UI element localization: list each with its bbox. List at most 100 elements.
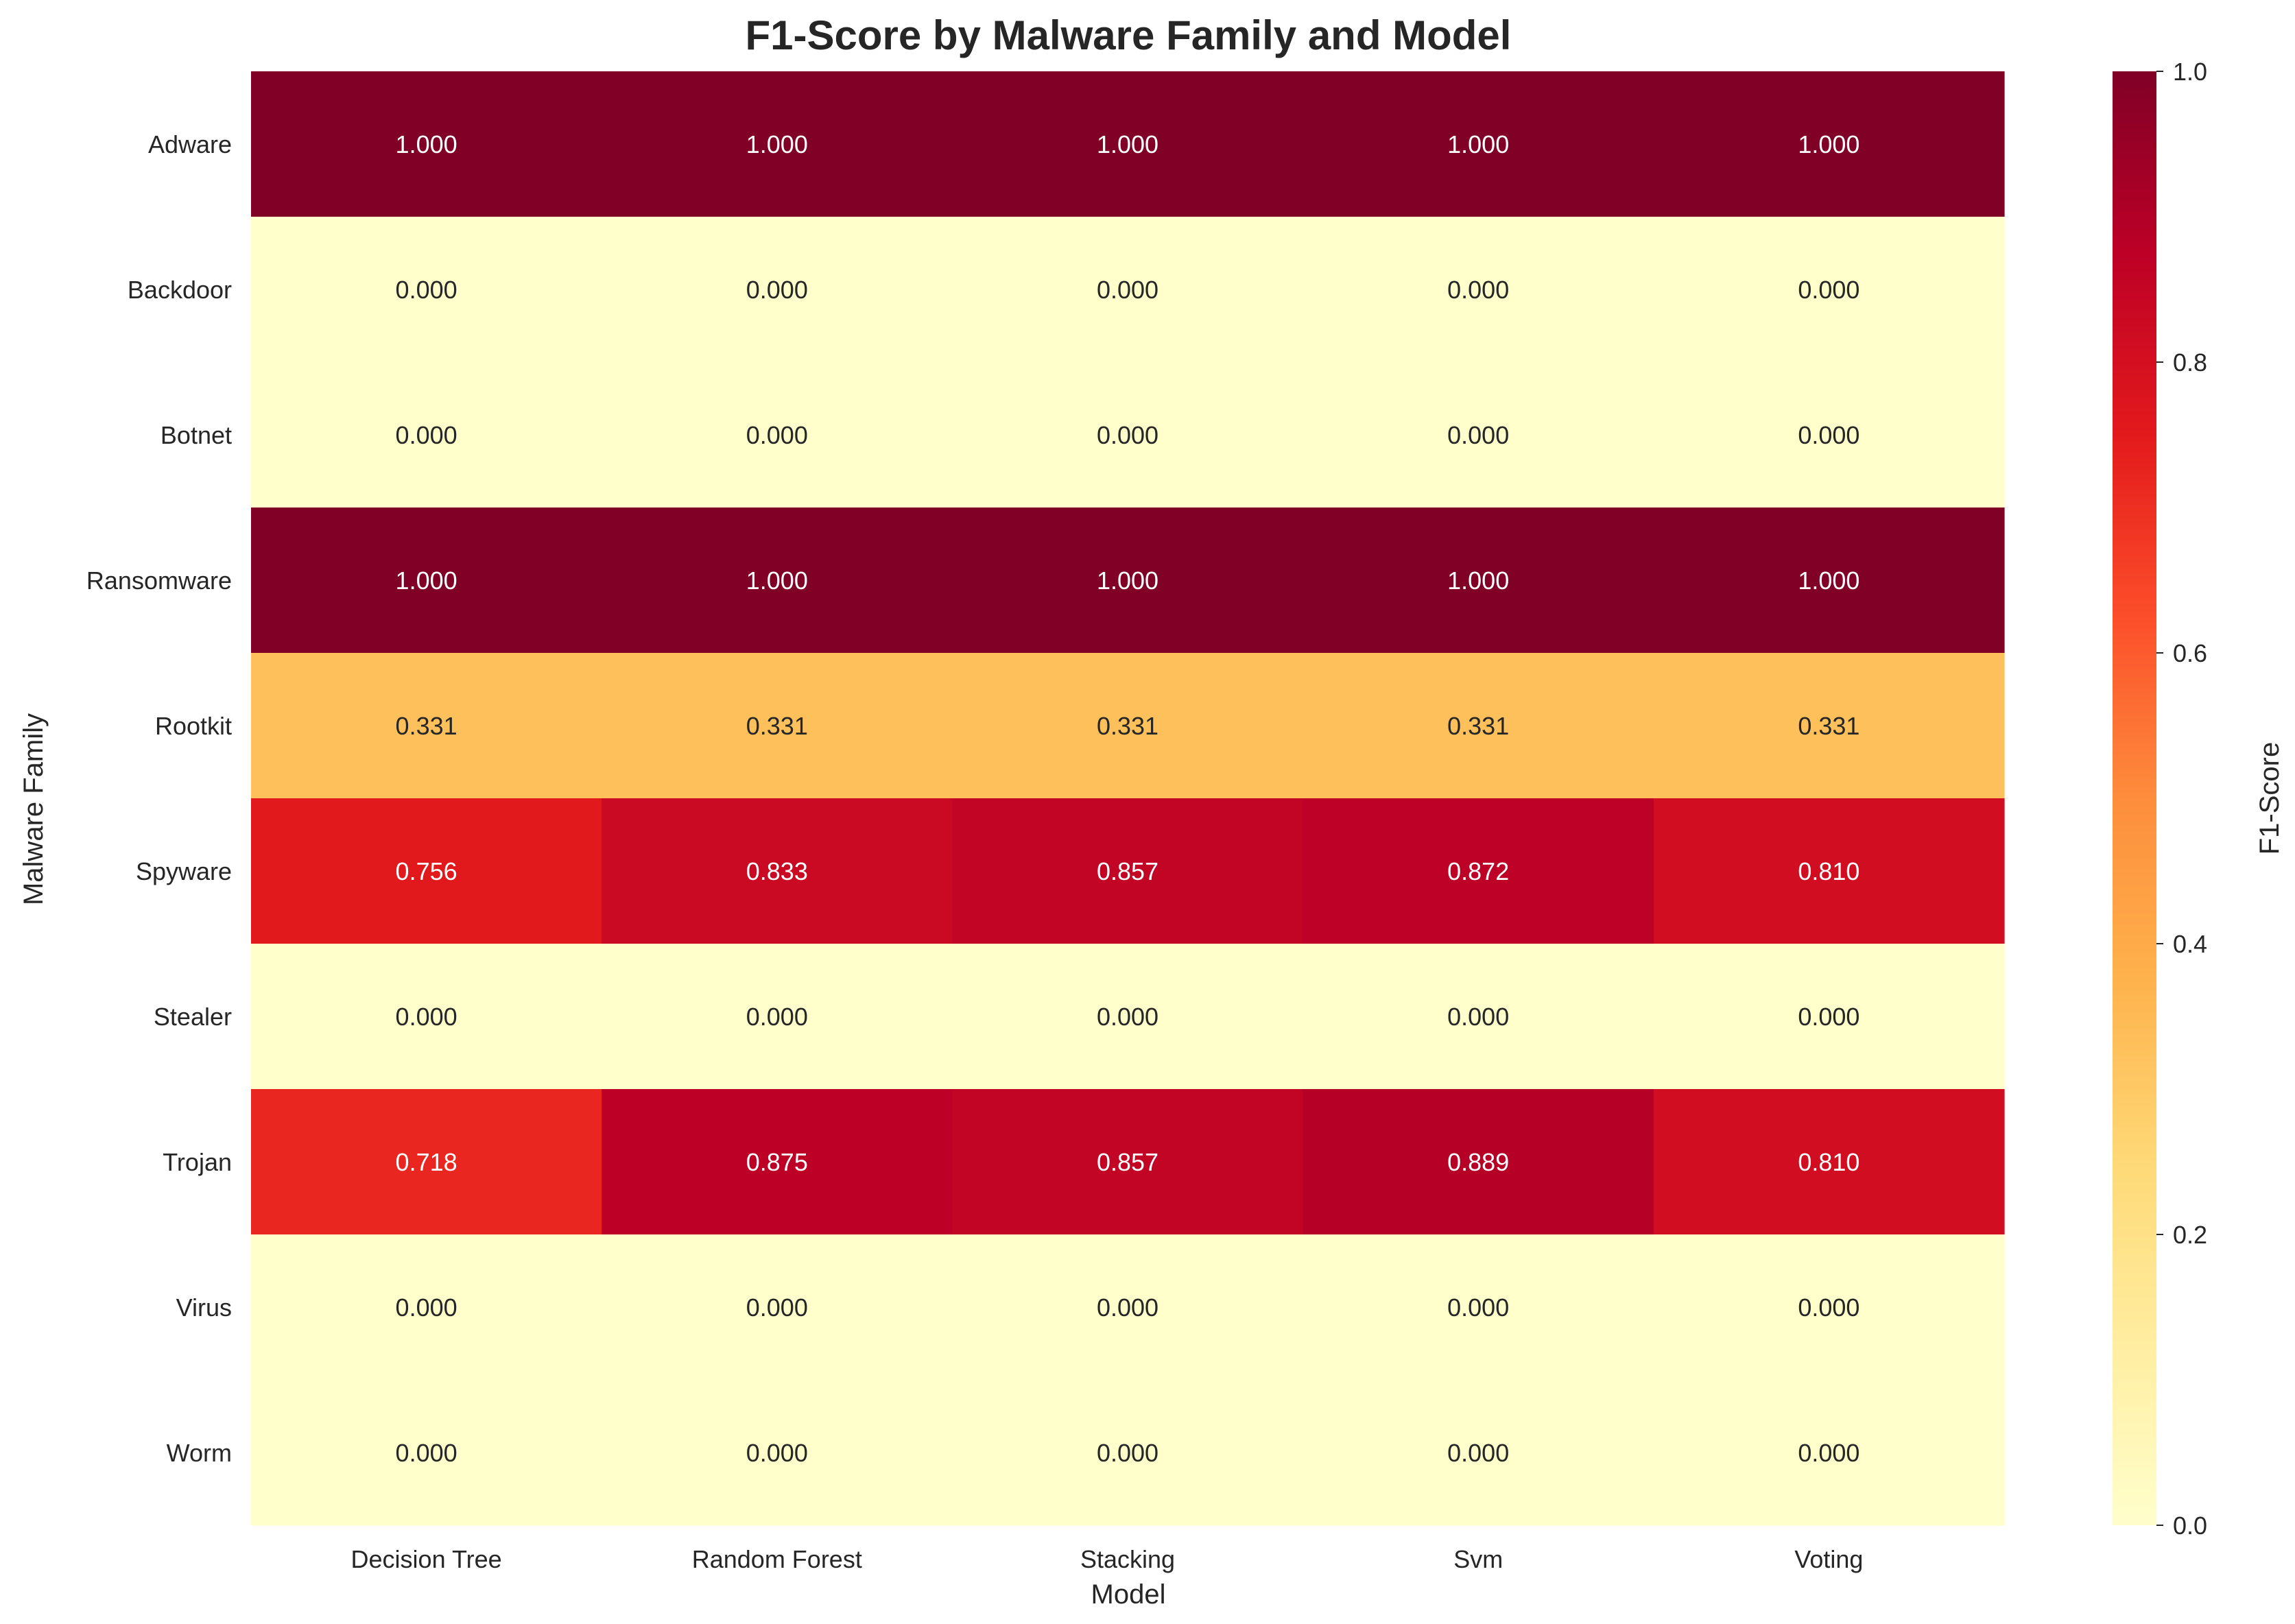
heatmap-cells — [251, 71, 2005, 1526]
heatmap-cell-value: 0.000 — [746, 1439, 808, 1467]
colorbar-tick-label: 0.2 — [2173, 1221, 2207, 1249]
heatmap-cell-value: 0.000 — [1097, 421, 1158, 449]
heatmap-cell — [952, 944, 1304, 1090]
heatmap-cell-value: 0.000 — [396, 1293, 457, 1322]
heatmap-cell — [1303, 653, 1654, 799]
heatmap-cell-value: 0.000 — [746, 421, 808, 449]
heatmap-cell-value: 0.000 — [1447, 421, 1509, 449]
heatmap-cell-value: 0.331 — [746, 712, 808, 740]
heatmap-cell — [251, 1234, 602, 1381]
colorbar-tick-label: 0.4 — [2173, 930, 2207, 958]
heatmap-cell — [1303, 1380, 1654, 1526]
y-tick-label: Ransomware — [86, 566, 232, 595]
heatmap-cell-value: 0.000 — [396, 1003, 457, 1031]
heatmap-cell — [602, 1380, 953, 1526]
heatmap-cell — [251, 798, 602, 944]
heatmap-cell — [1653, 798, 2005, 944]
colorbar-label: F1-Score — [2255, 742, 2285, 855]
colorbar-tick-label: 0.6 — [2173, 639, 2207, 667]
heatmap-cell-value: 0.000 — [396, 276, 457, 304]
heatmap-cell — [1653, 653, 2005, 799]
heatmap-cell-value: 0.857 — [1097, 1148, 1158, 1176]
heatmap-cell — [602, 944, 953, 1090]
heatmap-cell-value: 0.331 — [1798, 712, 1859, 740]
heatmap-cell — [952, 1380, 1304, 1526]
heatmap-cell-value: 1.000 — [1447, 130, 1509, 158]
x-tick-label: Decision Tree — [351, 1545, 502, 1573]
heatmap-cell — [1653, 1089, 2005, 1235]
heatmap-cell — [251, 1380, 602, 1526]
heatmap-cell-value: 0.872 — [1447, 857, 1509, 885]
x-axis-tick-labels: Decision Tree Random Forest Stacking Svm Vot… — [351, 1545, 1864, 1573]
heatmap-cell — [251, 1089, 602, 1235]
heatmap-cell — [1303, 71, 1654, 217]
heatmap-cell-value: 0.756 — [396, 857, 457, 885]
heatmap-cell-labels: 1.000 1.000 1.000 1.000 1.000 0.000 0.000 0.000… — [396, 130, 1860, 1467]
heatmap-cell-value: 0.000 — [1798, 276, 1859, 304]
heatmap-cell — [251, 71, 602, 217]
heatmap-cell — [952, 362, 1304, 508]
heatmap-cell-value: 0.857 — [1097, 857, 1158, 885]
y-tick-label: Trojan — [163, 1148, 232, 1176]
heatmap-cell-value: 0.000 — [746, 276, 808, 304]
heatmap-cell-value: 1.000 — [1447, 566, 1509, 595]
heatmap-cell — [1303, 217, 1654, 363]
heatmap-cell — [1303, 508, 1654, 654]
heatmap-cell-value: 1.000 — [1097, 130, 1158, 158]
heatmap-cell — [602, 653, 953, 799]
x-tick-label: Voting — [1794, 1545, 1863, 1573]
heatmap-cell-value: 0.000 — [396, 1439, 457, 1467]
colorbar-tick-label: 0.8 — [2173, 348, 2207, 377]
heatmap-cell-value: 0.000 — [1097, 276, 1158, 304]
y-axis-label: Malware Family — [19, 713, 49, 905]
y-tick-label: Worm — [167, 1439, 232, 1467]
colorbar-tick-labels: 0.0 0.2 0.4 0.6 0.8 1.0 — [2156, 58, 2207, 1540]
heatmap-cell-value: 1.000 — [1798, 566, 1859, 595]
y-tick-label: Botnet — [160, 421, 232, 449]
heatmap-cell-value: 0.875 — [746, 1148, 808, 1176]
y-axis-tick-labels: Adware Backdoor Botnet Ransomware Rootkit Spy… — [86, 130, 232, 1467]
heatmap-cell — [952, 798, 1304, 944]
heatmap-cell-value: 0.000 — [1097, 1003, 1158, 1031]
heatmap-cell — [251, 653, 602, 799]
heatmap-cell-value: 0.833 — [746, 857, 808, 885]
heatmap-cell — [1303, 1234, 1654, 1381]
heatmap-cell — [1653, 362, 2005, 508]
heatmap-cell-value: 0.000 — [1798, 1003, 1859, 1031]
heatmap-cell — [251, 362, 602, 508]
heatmap-cell-value: 0.331 — [396, 712, 457, 740]
colorbar-tick-label: 0.0 — [2173, 1512, 2207, 1540]
heatmap-cell-value: 0.331 — [1097, 712, 1158, 740]
heatmap-cell-value: 0.889 — [1447, 1148, 1509, 1176]
heatmap-cell-value: 0.718 — [396, 1148, 457, 1176]
y-tick-label: Backdoor — [128, 276, 232, 304]
x-tick-label: Random Forest — [692, 1545, 862, 1573]
heatmap-cell — [602, 798, 953, 944]
chart-title: F1-Score by Malware Family and Model — [746, 12, 1512, 58]
heatmap-cell — [1653, 1380, 2005, 1526]
heatmap-cell-value: 0.000 — [1447, 1003, 1509, 1031]
y-tick-label: Stealer — [154, 1003, 232, 1031]
y-tick-label: Spyware — [136, 857, 232, 885]
heatmap-cell — [251, 217, 602, 363]
heatmap-cell — [602, 71, 953, 217]
heatmap-cell-value: 0.000 — [1097, 1439, 1158, 1467]
heatmap-cell-value: 0.000 — [1798, 1293, 1859, 1322]
heatmap-cell — [251, 944, 602, 1090]
heatmap-cell — [952, 653, 1304, 799]
heatmap-cell-value: 1.000 — [746, 130, 808, 158]
heatmap-cell-value: 0.000 — [1447, 276, 1509, 304]
heatmap-cell — [1303, 362, 1654, 508]
heatmap-cell — [1653, 217, 2005, 363]
x-axis-label: Model — [1091, 1579, 1166, 1610]
heatmap-cell-value: 0.810 — [1798, 1148, 1859, 1176]
colorbar-tick-label: 1.0 — [2173, 58, 2207, 86]
heatmap-cell — [952, 1234, 1304, 1381]
heatmap-cell — [952, 508, 1304, 654]
heatmap-cell-value: 1.000 — [1097, 566, 1158, 595]
heatmap-cell — [602, 362, 953, 508]
colorbar — [2113, 71, 2156, 1525]
heatmap-cell — [1653, 71, 2005, 217]
heatmap-cell-value: 0.000 — [396, 421, 457, 449]
